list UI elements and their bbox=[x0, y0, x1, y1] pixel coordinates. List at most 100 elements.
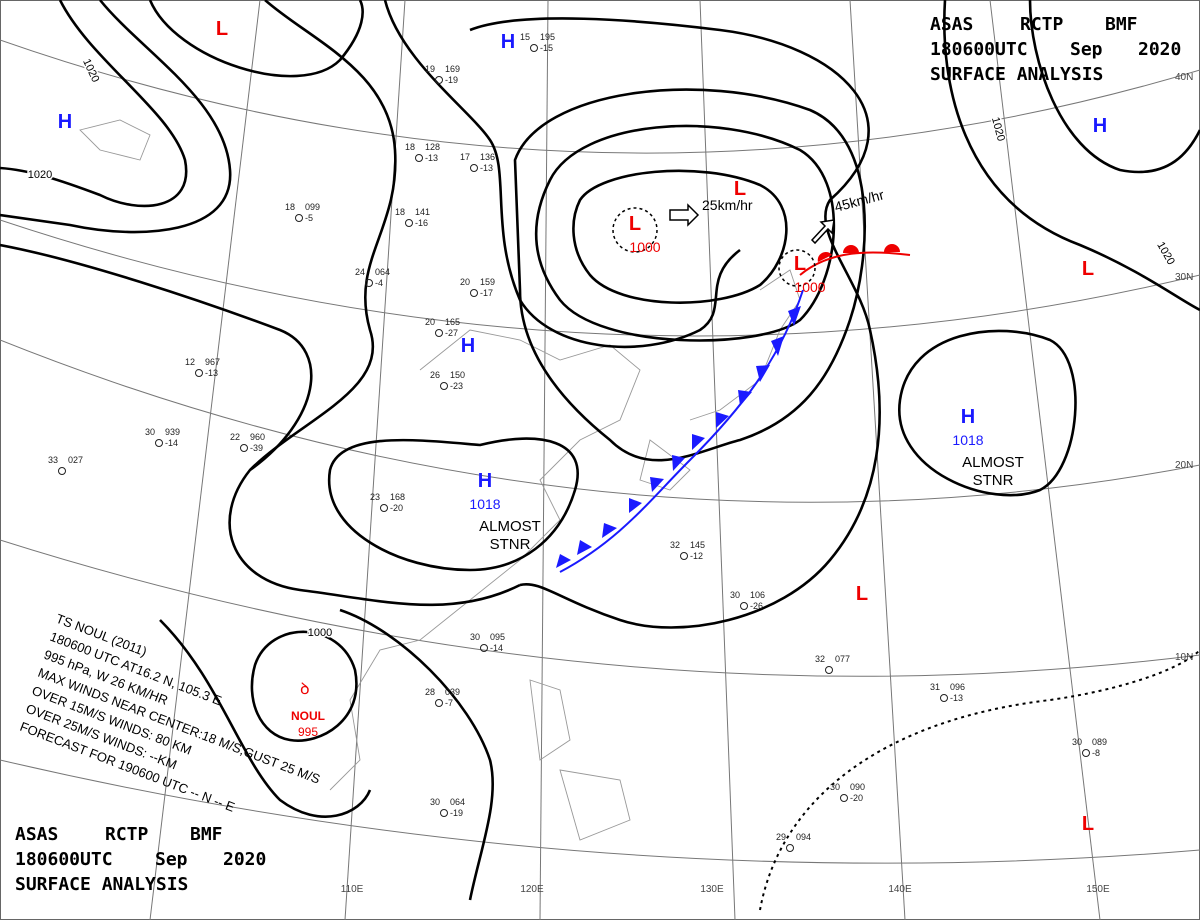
longitude-label: 150E bbox=[1086, 884, 1110, 895]
station-dewpoint: -16 bbox=[415, 218, 428, 228]
station-temperature: 31 bbox=[930, 682, 940, 692]
station-temperature: 18 bbox=[285, 202, 295, 212]
header-month: Sep bbox=[155, 849, 188, 870]
pressure-center: L bbox=[856, 583, 868, 605]
station-symbol bbox=[1082, 749, 1090, 757]
station-dewpoint: -19 bbox=[445, 75, 458, 85]
station-pressure: 077 bbox=[835, 654, 850, 664]
pressure-center: L bbox=[794, 253, 806, 275]
central-pressure: 1018 bbox=[952, 432, 983, 448]
station-pressure: 094 bbox=[796, 832, 811, 842]
station-temperature: 18 bbox=[405, 142, 415, 152]
station-temperature: 17 bbox=[460, 152, 470, 162]
station-dewpoint: -14 bbox=[490, 643, 503, 653]
station-dewpoint: -13 bbox=[950, 693, 963, 703]
station-pressure: 168 bbox=[390, 492, 405, 502]
station-dewpoint: -13 bbox=[480, 163, 493, 173]
station-symbol bbox=[480, 644, 488, 652]
station-temperature: 22 bbox=[230, 432, 240, 442]
header-office: BMF bbox=[190, 824, 223, 845]
station-symbol bbox=[840, 794, 848, 802]
pressure-center: H bbox=[1093, 115, 1107, 137]
station-dewpoint: -14 bbox=[165, 438, 178, 448]
station-temperature: 19 bbox=[425, 64, 435, 74]
station-dewpoint: -20 bbox=[850, 793, 863, 803]
typhoon-symbol: ꝺ bbox=[300, 681, 310, 698]
station-dewpoint: -15 bbox=[540, 43, 553, 53]
station-temperature: 30 bbox=[430, 797, 440, 807]
station-symbol bbox=[58, 467, 66, 475]
movement-status: STNR bbox=[490, 536, 531, 553]
station-pressure: 136 bbox=[480, 152, 495, 162]
station-temperature: 15 bbox=[520, 32, 530, 42]
longitude-label: 110E bbox=[341, 884, 364, 895]
station-pressure: 141 bbox=[415, 207, 430, 217]
station-symbol bbox=[470, 289, 478, 297]
header-time: 180600UTC bbox=[15, 849, 113, 870]
station-pressure: 027 bbox=[68, 455, 83, 465]
header-title: SURFACE ANALYSIS bbox=[930, 64, 1103, 85]
station-pressure: 090 bbox=[850, 782, 865, 792]
latitude-label: 40N bbox=[1175, 72, 1193, 83]
longitude-label: 120E bbox=[520, 884, 544, 895]
movement-status: ALMOST bbox=[479, 518, 541, 535]
station-dewpoint: -19 bbox=[450, 808, 463, 818]
header-agency: ASAS bbox=[930, 14, 973, 35]
station-symbol bbox=[240, 444, 248, 452]
station-temperature: 18 bbox=[395, 207, 405, 217]
station-dewpoint: -23 bbox=[450, 381, 463, 391]
station-pressure: 195 bbox=[540, 32, 555, 42]
station-symbol bbox=[825, 666, 833, 674]
station-symbol bbox=[470, 164, 478, 172]
station-pressure: 150 bbox=[450, 370, 465, 380]
station-dewpoint: -26 bbox=[750, 601, 763, 611]
station-temperature: 32 bbox=[670, 540, 680, 550]
header-station: RCTP bbox=[105, 824, 149, 845]
pressure-center: H bbox=[501, 31, 515, 53]
movement-status: STNR bbox=[973, 472, 1014, 489]
station-temperature: 32 bbox=[815, 654, 825, 664]
pressure-center: H bbox=[961, 406, 975, 428]
station-temperature: 26 bbox=[430, 370, 440, 380]
station-temperature: 12 bbox=[185, 357, 195, 367]
station-pressure: 096 bbox=[950, 682, 965, 692]
station-temperature: 24 bbox=[355, 267, 365, 277]
pressure-center: L bbox=[1082, 258, 1094, 280]
station-symbol bbox=[435, 76, 443, 84]
typhoon-name: NOUL bbox=[291, 709, 325, 723]
station-symbol bbox=[295, 214, 303, 222]
isobar-label: 1020 bbox=[28, 169, 52, 181]
station-pressure: 106 bbox=[750, 590, 765, 600]
pressure-center: L bbox=[216, 18, 228, 40]
station-symbol bbox=[530, 44, 538, 52]
station-dewpoint: -5 bbox=[305, 213, 313, 223]
station-temperature: 28 bbox=[425, 687, 435, 697]
longitude-label: 140E bbox=[888, 884, 912, 895]
station-temperature: 30 bbox=[1072, 737, 1082, 747]
station-symbol bbox=[440, 809, 448, 817]
station-dewpoint: -7 bbox=[445, 698, 453, 708]
central-pressure: 1000 bbox=[629, 239, 660, 255]
station-pressure: 064 bbox=[375, 267, 390, 277]
station-symbol bbox=[740, 602, 748, 610]
movement-status: ALMOST bbox=[962, 454, 1024, 471]
header-station: RCTP bbox=[1020, 14, 1064, 35]
header-time: 180600UTC bbox=[930, 39, 1028, 60]
station-temperature: 30 bbox=[470, 632, 480, 642]
pressure-center: L bbox=[1082, 813, 1094, 835]
station-temperature: 20 bbox=[425, 317, 435, 327]
station-temperature: 29 bbox=[776, 832, 786, 842]
station-symbol bbox=[940, 694, 948, 702]
latitude-label: 30N bbox=[1175, 272, 1193, 283]
typhoon-pressure: 995 bbox=[298, 725, 318, 739]
station-pressure: 165 bbox=[445, 317, 460, 327]
longitude-label: 130E bbox=[700, 884, 724, 895]
station-temperature: 33 bbox=[48, 455, 58, 465]
station-temperature: 20 bbox=[460, 277, 470, 287]
station-symbol bbox=[435, 329, 443, 337]
fronts: ꝺ bbox=[300, 203, 911, 698]
